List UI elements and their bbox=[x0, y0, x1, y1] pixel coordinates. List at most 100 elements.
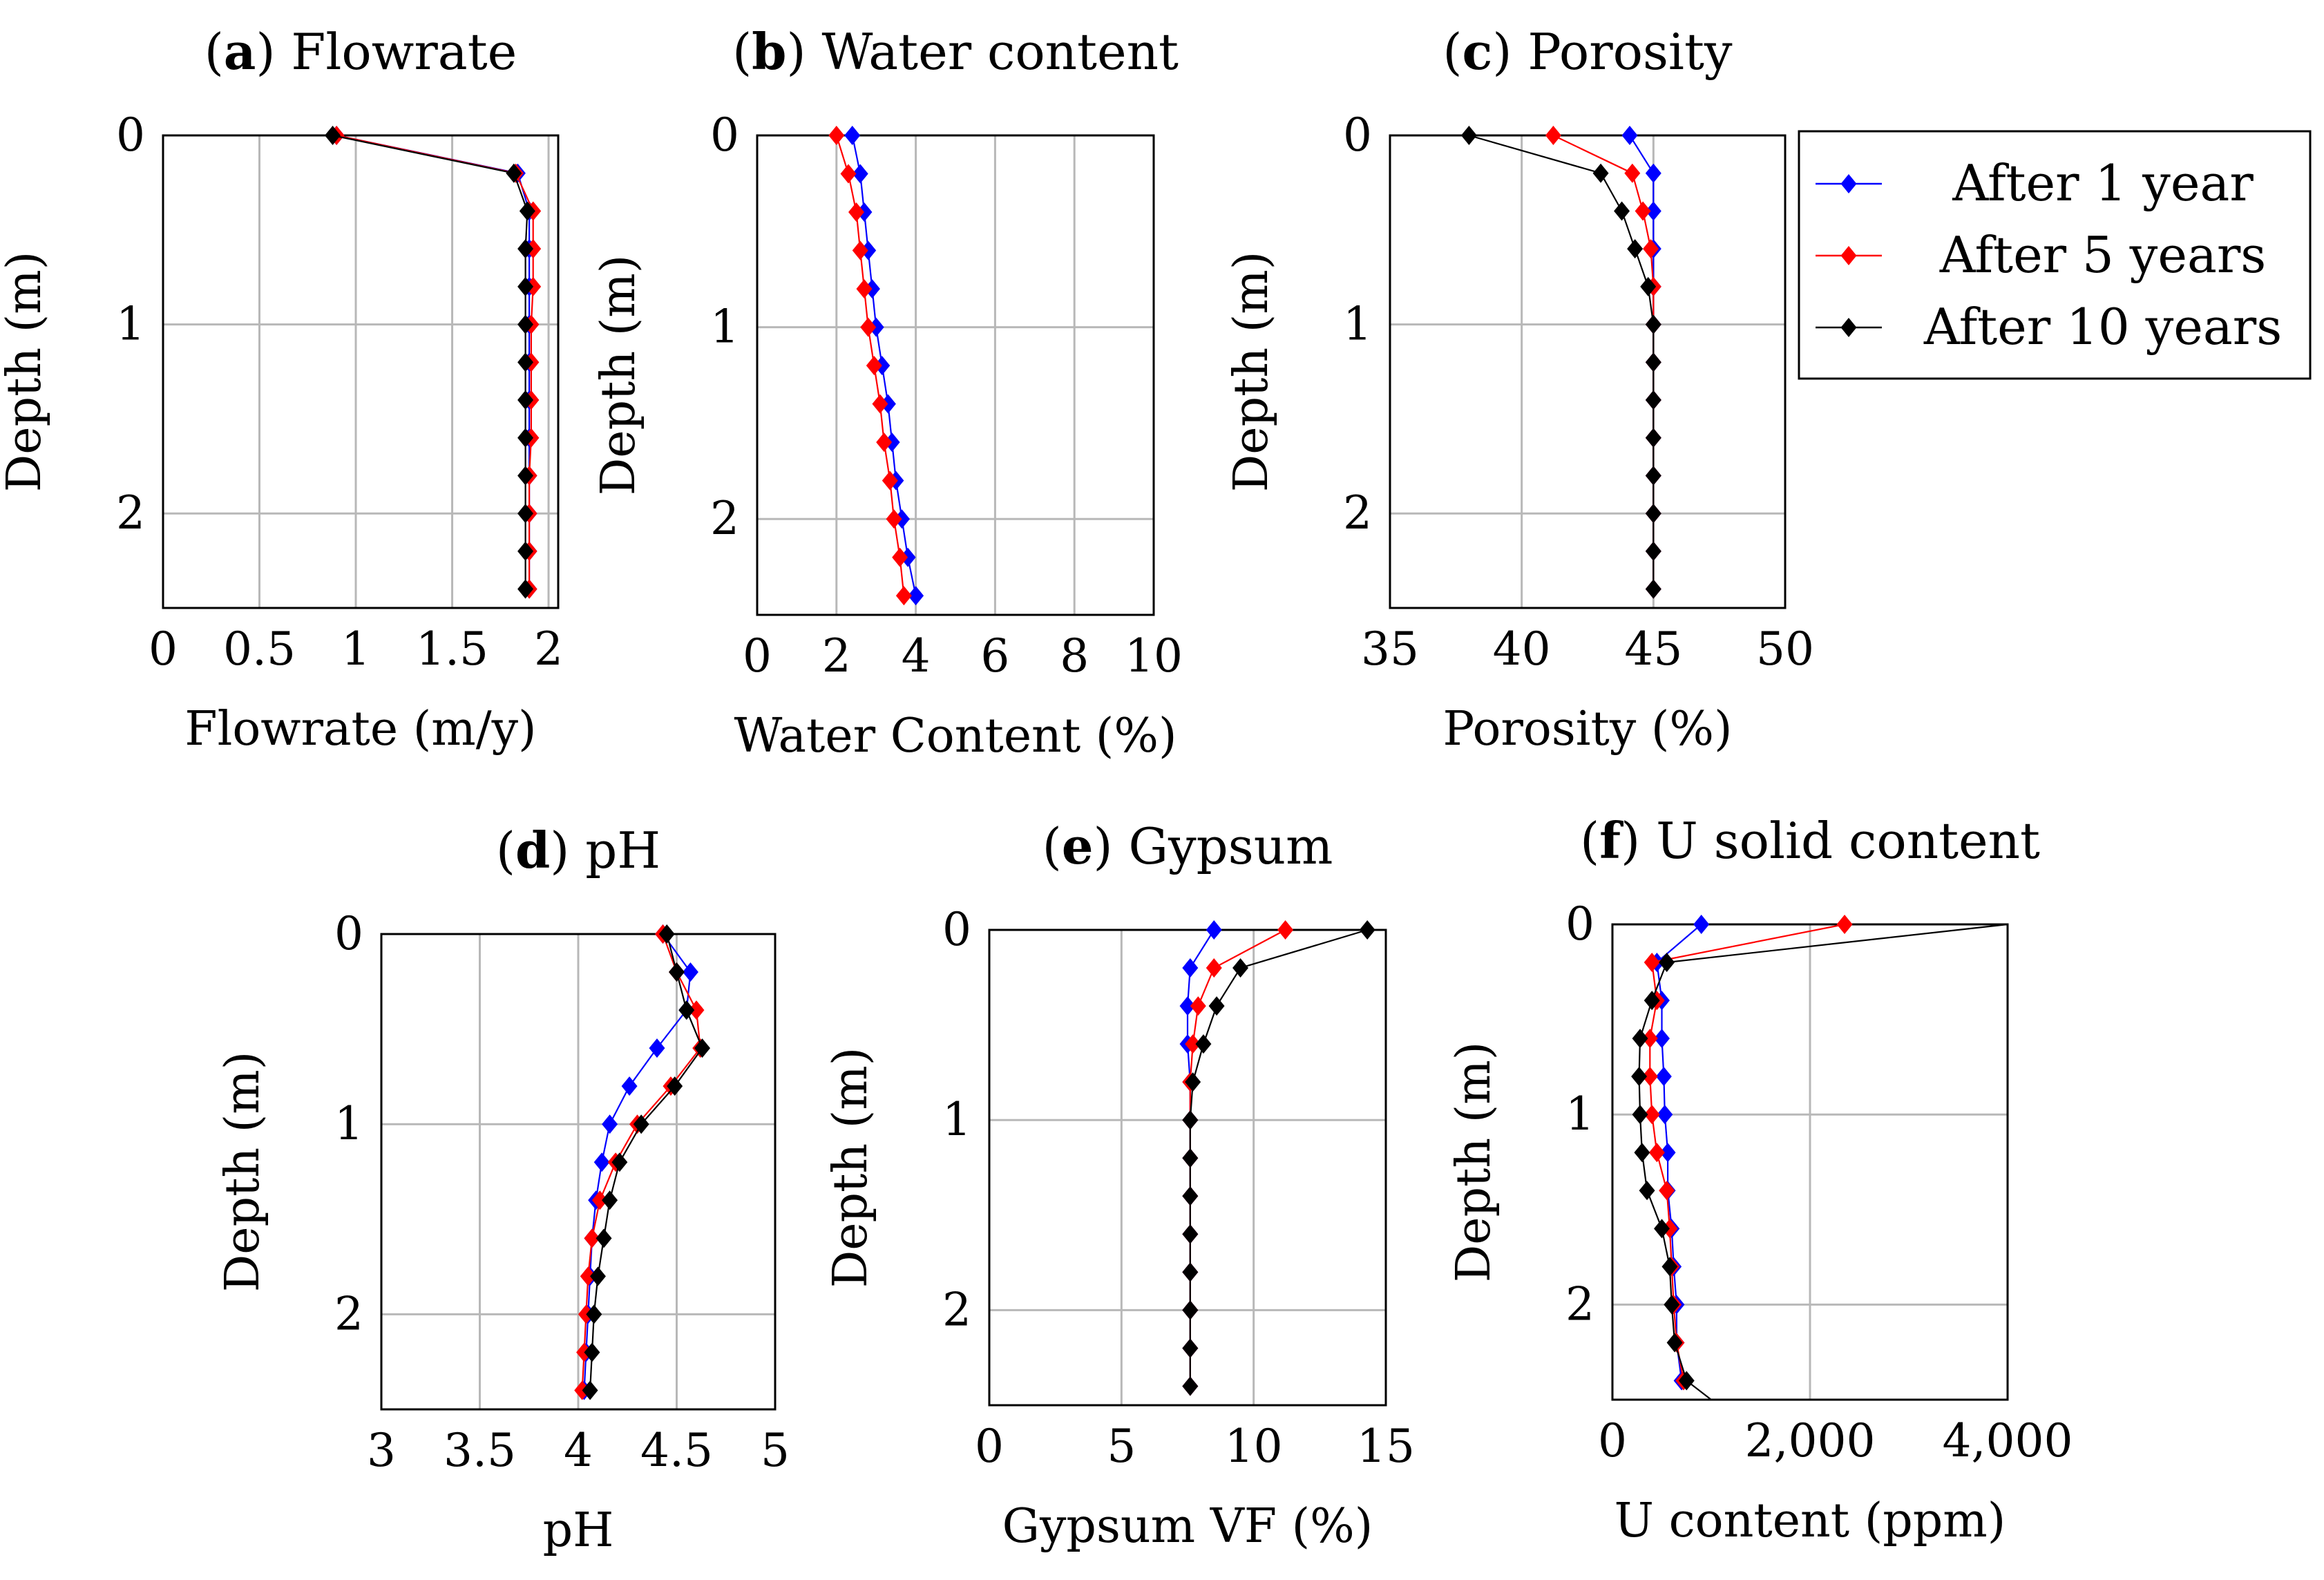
data-point bbox=[895, 586, 912, 606]
data-point bbox=[1645, 579, 1661, 599]
data-point bbox=[882, 470, 898, 491]
panel-title: (e) Gypsum bbox=[1042, 817, 1333, 875]
data-point bbox=[1659, 1181, 1675, 1201]
series-group bbox=[828, 126, 924, 606]
x-tick-label: 3 bbox=[367, 1424, 396, 1477]
y-tick-label: 0 bbox=[710, 108, 739, 162]
title-letter: a bbox=[224, 22, 256, 81]
data-point bbox=[866, 356, 882, 376]
data-point bbox=[1645, 163, 1661, 183]
data-point bbox=[1645, 504, 1661, 524]
data-point bbox=[1635, 201, 1651, 221]
x-tick-label: 50 bbox=[1756, 622, 1814, 676]
series-line bbox=[1189, 929, 1286, 1387]
y-tick-label: 1 bbox=[1565, 1087, 1594, 1141]
data-point bbox=[1206, 920, 1222, 940]
legend-marker bbox=[1840, 174, 1857, 193]
data-point bbox=[1661, 1257, 1678, 1277]
data-point bbox=[667, 1076, 683, 1096]
x-tick-label: 2,000 bbox=[1745, 1414, 1876, 1467]
data-point bbox=[586, 1304, 602, 1324]
legend-marker bbox=[1840, 246, 1857, 265]
data-point bbox=[582, 1380, 598, 1400]
x-axis-label: Water Content (%) bbox=[734, 709, 1177, 763]
data-point bbox=[1627, 239, 1644, 259]
series-group bbox=[1179, 920, 1375, 1396]
data-point bbox=[886, 509, 902, 529]
data-point bbox=[1666, 1333, 1683, 1353]
y-tick-label: 1 bbox=[942, 1093, 971, 1146]
series-line bbox=[1552, 135, 1655, 589]
data-point bbox=[852, 164, 868, 184]
data-point bbox=[1643, 239, 1659, 259]
title-text: ) Porosity bbox=[1492, 23, 1733, 81]
data-point bbox=[517, 352, 534, 372]
data-point bbox=[1645, 390, 1661, 410]
y-axis-label: Depth (m) bbox=[1447, 1042, 1501, 1283]
plot-frame bbox=[1389, 134, 1787, 609]
x-tick-label: 5 bbox=[761, 1424, 790, 1477]
x-tick-label: 2 bbox=[534, 622, 563, 676]
data-point bbox=[1460, 126, 1477, 145]
y-tick-label: 0 bbox=[942, 903, 971, 956]
data-point bbox=[688, 1000, 705, 1020]
data-point bbox=[872, 394, 888, 414]
data-point bbox=[1632, 1029, 1648, 1049]
legend-marker bbox=[1840, 318, 1857, 337]
data-point bbox=[1645, 201, 1661, 221]
data-point bbox=[682, 962, 698, 982]
data-point bbox=[517, 239, 534, 259]
y-tick-label: 2 bbox=[334, 1287, 363, 1340]
y-tick-label: 2 bbox=[1343, 486, 1372, 540]
data-point bbox=[1640, 276, 1657, 296]
x-tick-label: 5 bbox=[1107, 1420, 1136, 1473]
data-point bbox=[1182, 1338, 1199, 1358]
data-point bbox=[1648, 1143, 1665, 1163]
series-line bbox=[1638, 923, 2008, 1400]
data-point bbox=[1644, 1105, 1660, 1125]
data-point bbox=[519, 201, 535, 221]
y-axis-label: Depth (m) bbox=[0, 251, 52, 493]
y-axis-label: Depth (m) bbox=[591, 255, 646, 496]
x-axis-label: Gypsum VF (%) bbox=[1002, 1499, 1373, 1554]
data-point bbox=[1645, 352, 1661, 372]
panel-title: (c) Porosity bbox=[1442, 22, 1732, 81]
data-point bbox=[1654, 1029, 1670, 1049]
title-text: ) U solid content bbox=[1621, 812, 2040, 870]
x-tick-label: 3.5 bbox=[444, 1424, 516, 1477]
data-point bbox=[517, 579, 534, 599]
data-point bbox=[584, 1228, 600, 1248]
y-axis-label: Depth (m) bbox=[823, 1047, 878, 1288]
title-letter: c bbox=[1463, 22, 1493, 81]
data-point bbox=[1545, 126, 1561, 145]
x-tick-label: 4,000 bbox=[1943, 1414, 2073, 1467]
data-point bbox=[848, 202, 864, 222]
series-group bbox=[574, 924, 711, 1400]
series-line bbox=[336, 134, 534, 589]
x-tick-label: 0 bbox=[1598, 1414, 1627, 1467]
x-tick-label: 8 bbox=[1060, 629, 1089, 683]
data-point bbox=[1644, 953, 1660, 973]
data-point bbox=[517, 541, 534, 561]
data-point bbox=[1664, 1295, 1680, 1315]
data-point bbox=[1644, 991, 1660, 1011]
series-line bbox=[336, 134, 531, 589]
data-point bbox=[584, 1342, 600, 1362]
x-tick-label: 15 bbox=[1357, 1420, 1415, 1473]
x-tick-label: 4 bbox=[902, 629, 931, 683]
x-tick-label: 0.5 bbox=[223, 622, 296, 676]
title-paren-open: ( bbox=[1580, 812, 1599, 870]
plot-frame bbox=[756, 134, 1155, 616]
title-letter: d bbox=[515, 821, 550, 879]
plot-frame bbox=[380, 933, 777, 1411]
legend-label: After 5 years bbox=[1939, 226, 2267, 284]
legend-entry: After 5 years bbox=[1816, 226, 2266, 284]
y-tick-label: 0 bbox=[334, 907, 363, 960]
data-point bbox=[1624, 163, 1641, 183]
x-tick-label: 45 bbox=[1624, 622, 1682, 676]
legend-label: After 1 year bbox=[1952, 154, 2254, 212]
y-tick-label: 2 bbox=[710, 492, 739, 545]
data-point bbox=[506, 163, 522, 183]
data-point bbox=[1195, 1034, 1212, 1054]
